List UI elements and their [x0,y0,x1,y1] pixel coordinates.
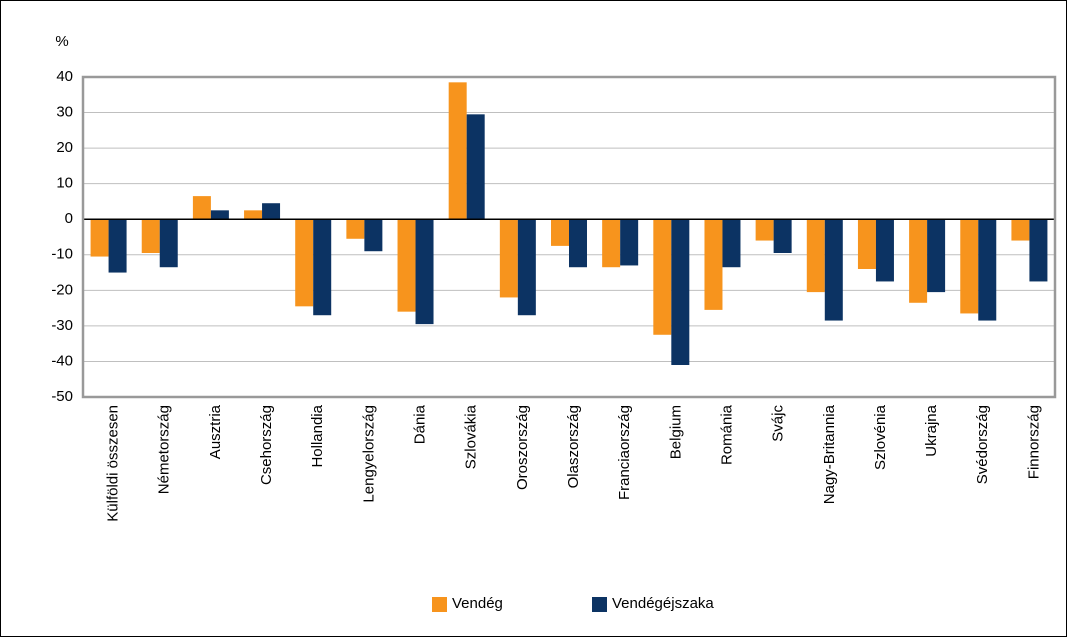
bar [602,219,621,268]
bar [90,219,109,257]
bar [499,219,518,298]
bar [960,219,979,314]
legend-label: Vendégéjszaka [612,595,714,612]
x-tick-label: Szlovénia [872,404,889,470]
x-tick-label: Ukrajna [923,404,940,456]
legend-swatch [432,597,447,612]
bar [466,114,485,220]
x-tick-label: Svédország [974,405,991,484]
x-tick-label: Franciaország [616,405,633,500]
bar [978,219,997,321]
bar [824,219,843,321]
bar [1011,219,1030,241]
y-tick-label: -40 [51,352,73,369]
x-tick-label: Külföldi összesen [105,405,122,522]
y-tick-label: -50 [51,388,73,405]
bar [262,203,281,220]
bar [773,219,792,253]
x-tick-label: Németország [156,405,173,494]
y-tick-label: 30 [56,104,73,121]
bar [141,219,160,253]
bar [551,219,569,246]
plot-frame [81,75,1057,399]
x-tick-label: Nagy-Britannia [821,404,838,504]
bar [806,219,825,293]
x-tick-label: Románia [718,404,735,465]
bar [517,219,536,316]
bar [108,219,127,273]
y-tick-label: 20 [56,139,73,156]
x-tick-label: Hollandia [309,404,326,467]
x-tick-label: Svájc [770,405,787,442]
bar [192,196,211,220]
legend-swatch [592,597,607,612]
bar [295,219,314,307]
bar [857,219,876,269]
y-tick-label: 10 [56,175,73,192]
bar [755,219,774,241]
bar [210,210,229,220]
bar [346,219,365,239]
x-tick-label: Szlovákia [463,404,480,469]
bar [159,219,178,268]
bar [244,210,263,220]
x-tick-label: Finnország [1025,405,1042,479]
bar [671,219,690,365]
bar [875,219,894,282]
x-tick-label: Dánia [411,404,428,444]
bar [1029,219,1048,282]
bar [313,219,332,316]
bar [569,219,587,268]
x-tick-label: Lengyelország [360,405,377,503]
x-tick-label: Csehország [258,405,275,485]
bar [704,219,723,310]
x-tick-label: Oroszország [514,405,531,490]
y-tick-label: -30 [51,317,73,334]
y-tick-label: 40 [56,68,73,85]
bar [397,219,416,312]
bar [653,219,672,335]
bar [620,219,639,266]
y-tick-label: -20 [51,281,73,298]
legend-label: Vendég [452,595,503,612]
bar [364,219,383,252]
y-tick-label: -10 [51,246,73,263]
y-axis-label: % [55,33,68,50]
bar [722,219,741,268]
y-tick-label: 0 [65,210,73,227]
bar [927,219,946,293]
x-tick-label: Olaszország [565,405,582,488]
bar [415,219,434,325]
x-tick-label: Ausztria [207,404,224,459]
bar [909,219,928,303]
x-tick-label: Belgium [667,405,684,459]
bar [448,82,467,220]
